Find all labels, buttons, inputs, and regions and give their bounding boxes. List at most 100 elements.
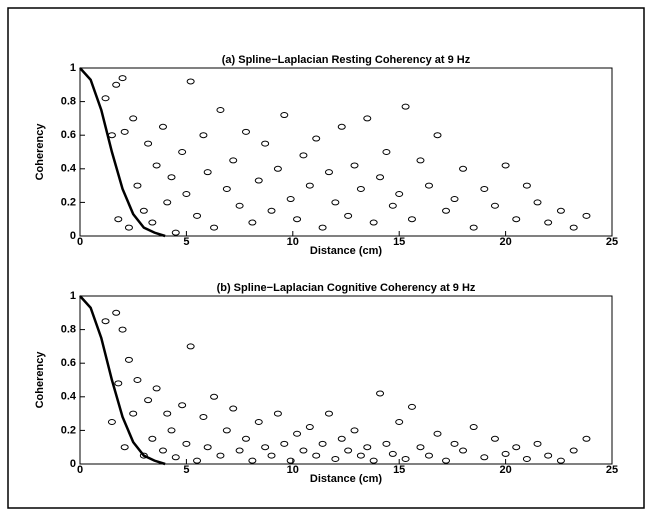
point — [533, 199, 542, 206]
point — [107, 419, 116, 425]
point — [382, 440, 391, 447]
point — [356, 452, 365, 459]
point — [148, 219, 157, 226]
point — [248, 457, 257, 464]
point — [433, 430, 442, 437]
point — [356, 185, 365, 192]
point — [144, 397, 153, 404]
plot-area — [79, 295, 613, 465]
point — [248, 219, 257, 226]
point — [331, 199, 340, 206]
point — [203, 444, 212, 451]
point — [261, 140, 270, 147]
point — [186, 343, 195, 350]
point — [416, 444, 425, 451]
point — [376, 390, 385, 397]
point — [107, 132, 116, 139]
point — [167, 174, 176, 181]
point — [129, 115, 138, 122]
point — [424, 452, 433, 459]
point — [490, 202, 499, 209]
point — [459, 447, 468, 454]
point — [120, 128, 129, 135]
point — [199, 132, 208, 139]
point — [210, 393, 219, 400]
point — [544, 219, 553, 226]
point — [312, 135, 321, 142]
y-tick-label: 1 — [70, 62, 76, 74]
point — [569, 447, 578, 454]
fit-curve — [79, 295, 166, 466]
point — [293, 430, 302, 437]
point — [318, 224, 327, 231]
point — [124, 224, 133, 231]
point — [433, 132, 442, 139]
point — [163, 410, 172, 417]
point — [210, 224, 219, 231]
point — [416, 157, 425, 164]
x-tick-label: 5 — [183, 236, 189, 248]
point — [229, 405, 238, 412]
y-tick-label: 0.2 — [61, 424, 76, 436]
point — [133, 377, 142, 383]
y-tick-label: 0 — [70, 458, 76, 470]
point — [407, 216, 416, 223]
point — [388, 202, 397, 209]
point — [286, 196, 295, 203]
y-axis-label: Coherency — [34, 123, 46, 181]
point — [522, 455, 531, 462]
point — [193, 457, 202, 464]
point — [407, 403, 416, 410]
point — [344, 447, 353, 454]
x-tick-label: 0 — [77, 464, 83, 476]
point — [193, 212, 202, 219]
point — [363, 115, 372, 122]
point — [501, 450, 510, 457]
point — [124, 356, 133, 363]
point — [261, 444, 270, 451]
point — [337, 435, 346, 442]
point — [337, 123, 346, 130]
point — [293, 216, 302, 223]
x-tick-label: 10 — [287, 464, 299, 476]
point — [235, 202, 244, 209]
y-tick-label: 0.4 — [61, 163, 77, 175]
point — [101, 95, 110, 102]
point — [148, 435, 157, 442]
point — [182, 191, 191, 197]
y-tick-label: 0.6 — [61, 357, 76, 369]
point — [133, 182, 142, 189]
point — [273, 410, 282, 417]
point — [152, 385, 161, 392]
point — [222, 427, 231, 434]
frame — [7, 7, 645, 509]
point — [512, 444, 521, 451]
point — [216, 107, 225, 113]
point — [318, 440, 327, 447]
point — [369, 457, 378, 464]
x-tick-label: 10 — [287, 236, 299, 248]
x-tick-label: 15 — [393, 464, 405, 476]
point — [480, 454, 489, 461]
point — [235, 447, 244, 454]
point — [178, 149, 187, 155]
point — [267, 207, 276, 214]
point — [112, 309, 121, 316]
point — [350, 162, 359, 169]
point — [582, 435, 591, 442]
point — [139, 207, 148, 214]
point — [450, 440, 459, 447]
point — [216, 452, 225, 459]
point — [203, 169, 212, 176]
point — [286, 457, 295, 464]
point — [376, 174, 385, 181]
point — [273, 165, 282, 172]
y-tick-label: 1 — [70, 290, 76, 302]
point — [101, 318, 110, 325]
point — [459, 165, 468, 172]
point — [556, 457, 565, 464]
point — [522, 182, 531, 189]
point — [305, 424, 314, 431]
point — [139, 452, 148, 459]
chart-title: (a) Spline−Laplacian Resting Coherency a… — [222, 54, 471, 66]
